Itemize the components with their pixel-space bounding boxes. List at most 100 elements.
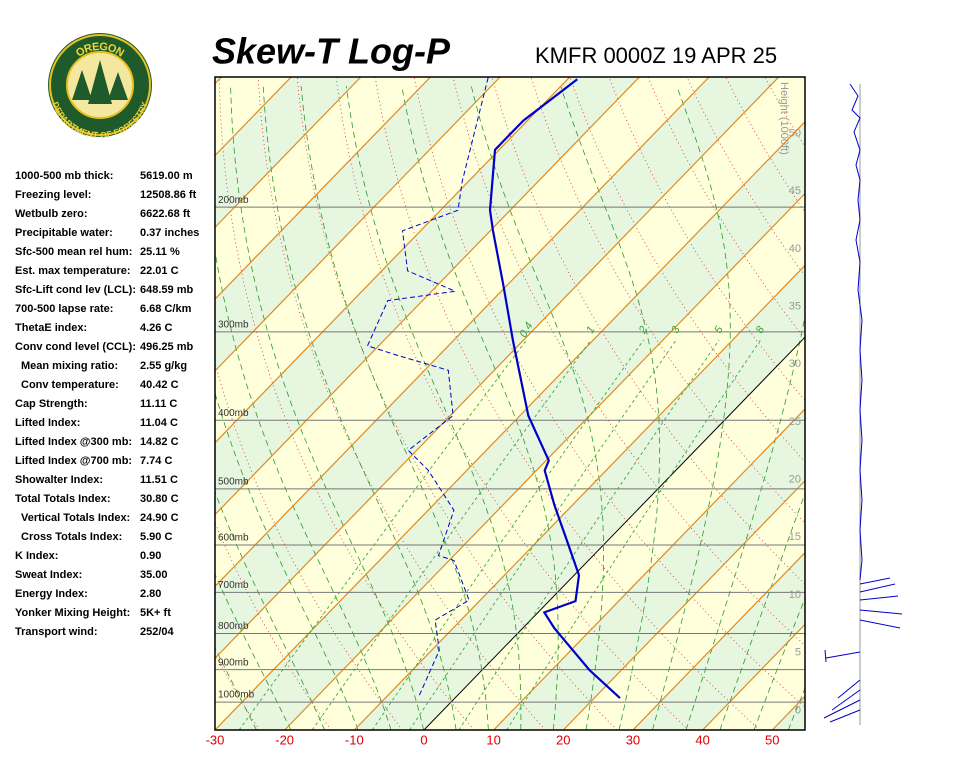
index-value: 35.00 xyxy=(140,569,168,581)
isotherm xyxy=(215,77,710,588)
dry-adiabat xyxy=(452,77,805,646)
index-value: 24.90 C xyxy=(140,512,179,524)
index-label: Conv temperature: xyxy=(21,379,119,391)
index-value: 7.74 C xyxy=(140,455,172,467)
y-tick-label: 500mb xyxy=(218,477,249,488)
height-axis-label: Height (1000ft) xyxy=(778,82,790,155)
moist-adiabat xyxy=(685,313,805,730)
dry-adiabat xyxy=(956,71,960,730)
logo-trees xyxy=(72,60,128,104)
wind-barbs xyxy=(823,83,903,725)
index-value: 0.37 inches xyxy=(140,227,199,239)
height-tick-label: 30 xyxy=(789,358,801,370)
plot-background xyxy=(215,71,960,730)
mixing-ratio-line xyxy=(409,339,677,730)
index-value: 648.59 mb xyxy=(140,284,193,296)
indices: 1000-500 mb thick: 5619.00 m Freezing leve… xyxy=(15,170,199,638)
isotherm xyxy=(215,77,780,660)
moist-adiabat xyxy=(215,248,392,730)
isotherm xyxy=(632,551,805,730)
index-label: Est. max temperature: xyxy=(15,265,131,277)
moist-adiabat xyxy=(470,86,605,730)
index-label: Cap Strength: xyxy=(15,398,88,410)
dry-adiabat xyxy=(917,71,960,730)
index-label: Sfc-500 mean rel hum: xyxy=(15,246,132,258)
isotherm xyxy=(215,77,640,516)
moist-adiabat xyxy=(215,391,359,730)
moist-adiabat xyxy=(560,86,661,730)
height-tick-label: 40 xyxy=(789,243,801,255)
index-label: 1000-500 mb thick: xyxy=(15,170,113,182)
isotherm xyxy=(284,192,805,730)
index-label: Wetbulb zero: xyxy=(15,208,88,220)
logo-border xyxy=(49,34,151,136)
mixing-ratio-line xyxy=(238,339,527,730)
y-tick-label: 1000mb xyxy=(218,690,255,701)
isotherm xyxy=(215,77,501,372)
index-value: 6.68 C/km xyxy=(140,303,192,315)
moist-adiabat xyxy=(230,86,425,730)
index-value: 25.11 % xyxy=(140,246,180,258)
index-value: 252/04 xyxy=(140,626,175,638)
moist-adiabat xyxy=(215,646,257,730)
index-label: Sfc-Lift cond lev (LCL): xyxy=(15,284,136,296)
mixing-ratio-line xyxy=(458,339,720,730)
logo-top-text: OREGON xyxy=(74,41,126,60)
x-tick-label: -10 xyxy=(345,732,364,747)
dry-adiabat xyxy=(878,71,960,730)
height-tick-label: 0 xyxy=(795,704,801,716)
dry-adiabat xyxy=(491,77,805,585)
moist-adiabat xyxy=(719,492,805,730)
index-value: 11.11 C xyxy=(140,398,177,410)
isotherm xyxy=(215,77,431,300)
dry-adiabat xyxy=(335,77,689,730)
index-value: 2.55 g/kg xyxy=(140,360,187,372)
moist-adiabat xyxy=(346,86,522,730)
index-value: 12508.86 ft xyxy=(140,189,197,201)
index-value: 11.51 C xyxy=(140,474,178,486)
height-tick-label: 20 xyxy=(789,474,801,486)
dewpoint-trace xyxy=(366,77,489,696)
wind-barb xyxy=(823,83,903,723)
y-tick-label: 800mb xyxy=(218,621,249,632)
index-value: 30.80 C xyxy=(140,493,179,505)
index-label: Energy Index: xyxy=(15,588,88,600)
x-tick-label: 50 xyxy=(765,732,779,747)
plot-foreground: 0.4 1 2 3 5 8200mb300mb400mb500mb600mb700mb80… xyxy=(206,76,806,747)
dry-adiabat xyxy=(413,77,805,708)
height-tick-label: 45 xyxy=(789,185,801,197)
mixing-ratio-label: 1 xyxy=(584,324,597,335)
height-tick-label: 5 xyxy=(795,647,801,659)
index-label: Mean mixing ratio: xyxy=(21,360,118,372)
index-label: Vertical Totals Index: xyxy=(21,512,130,524)
dry-adiabat xyxy=(803,77,805,80)
isotherm xyxy=(215,120,805,730)
index-label: Lifted Index @700 mb: xyxy=(15,455,132,467)
moist-adiabat xyxy=(300,86,489,730)
moist-adiabat xyxy=(262,86,457,730)
height-tick-label: 35 xyxy=(789,300,801,312)
index-value: 40.42 C xyxy=(140,379,179,391)
index-value: 2.80 xyxy=(140,588,161,600)
y-tick-label: 200mb xyxy=(218,195,249,206)
index-label: 700-500 lapse rate: xyxy=(15,303,113,315)
index-value: 11.04 C xyxy=(140,417,178,429)
chart-title: Skew-T Log-P xyxy=(212,31,451,72)
dry-adiabat xyxy=(374,77,761,730)
index-label: ThetaE index: xyxy=(15,322,87,334)
moist-adiabat xyxy=(753,597,805,730)
moist-adiabat xyxy=(215,491,326,730)
index-value: 4.26 C xyxy=(140,322,172,334)
height-tick-label: 50 xyxy=(789,127,801,139)
y-tick-label: 700mb xyxy=(218,580,249,591)
x-tick-label: 40 xyxy=(695,732,709,747)
height-tick-label: 15 xyxy=(789,531,801,543)
mixing-ratio-line xyxy=(311,339,592,730)
x-tick-label: -20 xyxy=(275,732,294,747)
temperature-trace xyxy=(488,78,621,699)
index-label: Conv cond level (CCL): xyxy=(15,341,136,353)
index-value: 5K+ ft xyxy=(140,607,171,619)
moist-adiabat xyxy=(787,687,805,730)
moist-adiabat xyxy=(652,86,731,730)
index-label: Sweat Index: xyxy=(15,569,82,581)
